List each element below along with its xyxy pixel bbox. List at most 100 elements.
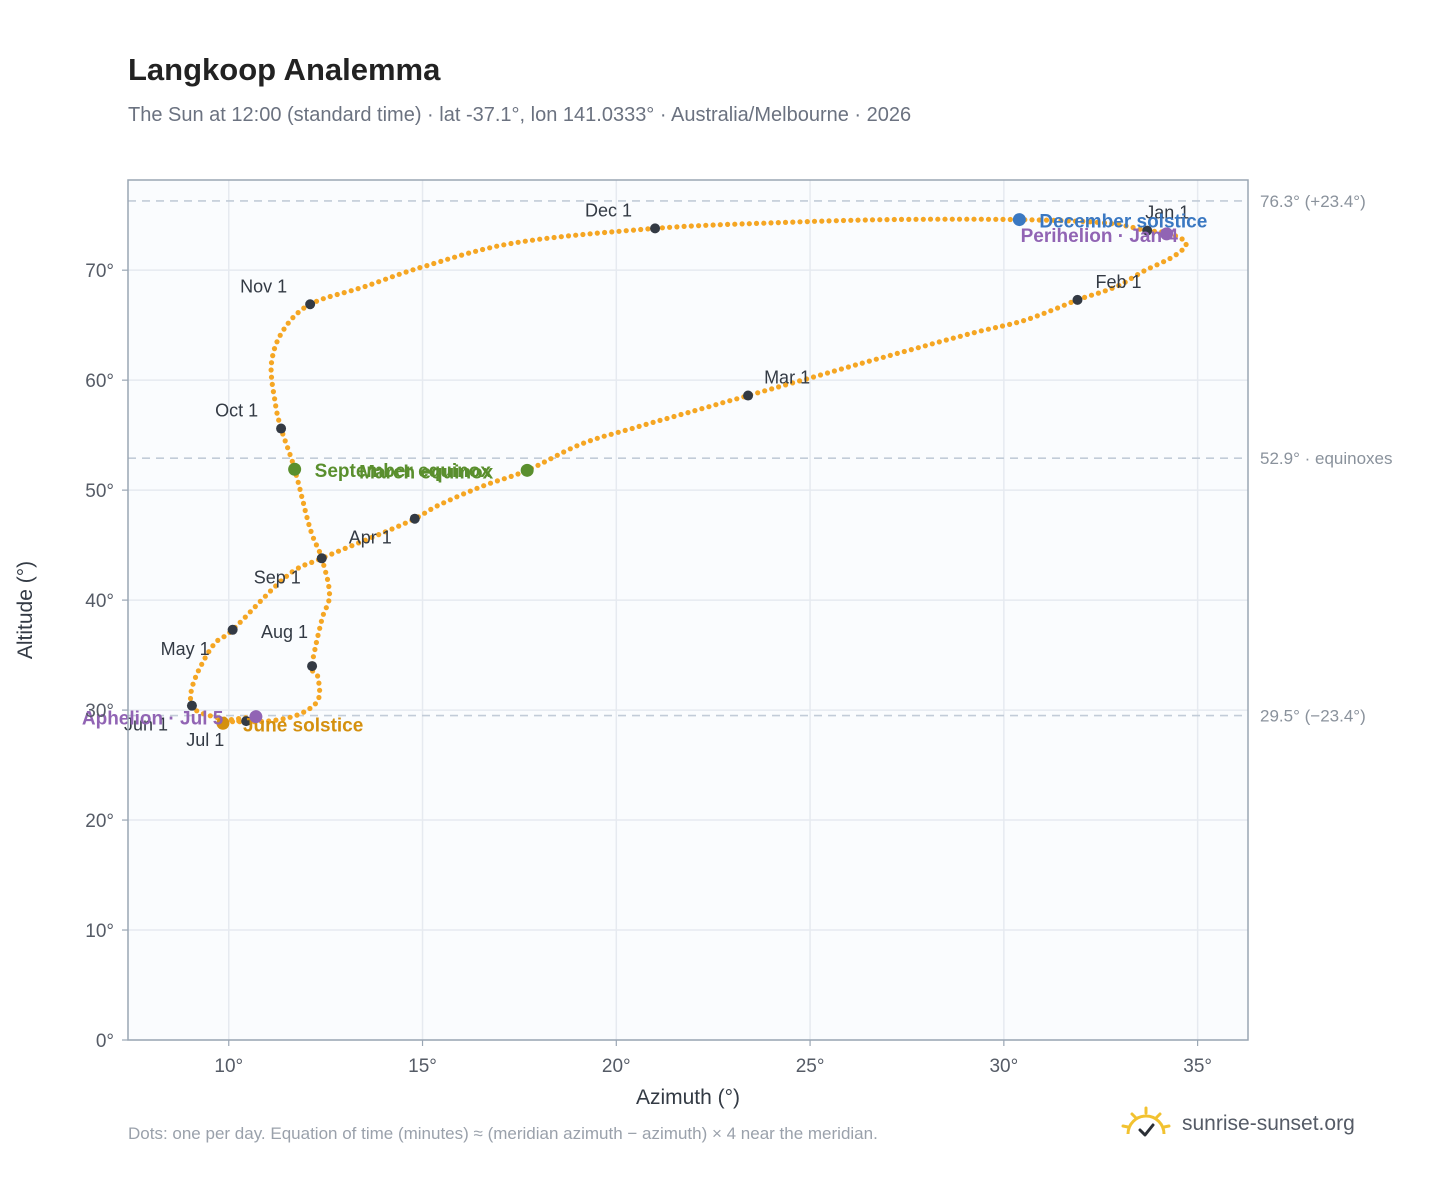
daily-dot (389, 274, 395, 280)
daily-dot (290, 315, 296, 321)
daily-dot (403, 269, 409, 275)
daily-dot (237, 619, 243, 625)
daily-dot (717, 222, 723, 228)
brand[interactable]: sunrise-sunset.org (1120, 1104, 1355, 1144)
daily-dot (1172, 233, 1179, 239)
daily-dot (335, 548, 342, 554)
daily-dot (755, 390, 761, 396)
daily-dot (487, 480, 494, 486)
daily-dot (316, 548, 322, 555)
daily-dot (880, 354, 886, 360)
daily-dot (362, 537, 368, 543)
daily-dot (441, 500, 447, 506)
daily-dot (1036, 217, 1042, 223)
daily-dot (307, 705, 313, 712)
daily-dot (308, 528, 314, 535)
daily-dot (271, 346, 278, 352)
daily-dot (1109, 285, 1115, 291)
daily-dot (734, 396, 740, 402)
daily-dot (1048, 308, 1054, 314)
daily-dot (324, 576, 331, 583)
event-marker-dot (1160, 227, 1174, 241)
daily-dot (817, 372, 824, 378)
daily-dot (262, 593, 268, 599)
daily-dot (272, 396, 278, 402)
daily-dot (1122, 279, 1128, 285)
daily-dot (210, 643, 216, 649)
daily-dot (474, 485, 480, 491)
month-marker-dot (409, 513, 420, 524)
daily-dot (1116, 282, 1122, 289)
daily-dot (1167, 255, 1173, 262)
daily-dot (287, 714, 293, 720)
daily-dot (551, 234, 557, 241)
daily-dot (1179, 247, 1185, 253)
daily-dot (732, 221, 738, 227)
event-marker-label: March equinox (359, 462, 494, 483)
daily-dot (638, 226, 644, 233)
daily-dot (195, 668, 201, 674)
daily-dot (1082, 294, 1088, 300)
daily-dot (826, 218, 832, 224)
daily-dot (936, 339, 942, 345)
daily-dot (302, 507, 308, 514)
daily-dot (797, 219, 803, 225)
daily-dot (301, 709, 307, 715)
daily-dot (567, 446, 573, 452)
daily-dot (873, 356, 879, 362)
event-marker-label: June solstice (243, 715, 363, 736)
daily-dot (688, 223, 694, 229)
daily-dot (949, 216, 955, 222)
chart-subtitle: The Sun at 12:00 (standard time) · lat -… (128, 104, 912, 126)
daily-dot (692, 408, 698, 414)
month-marker-dot (227, 624, 238, 635)
daily-dot (289, 458, 295, 464)
daily-dot (383, 276, 389, 282)
daily-dot (645, 226, 651, 232)
daily-dot (622, 427, 628, 433)
daily-dot (295, 310, 301, 316)
chart-title: Langkoop Analemma (128, 52, 441, 87)
daily-dot (810, 374, 817, 380)
daily-dot (650, 419, 656, 425)
daily-dot (703, 222, 709, 228)
daily-dot (699, 406, 705, 412)
event-marker-label: Perihelion · Jan 4 (1021, 226, 1179, 247)
daily-dots (187, 216, 1189, 725)
daily-dot (602, 229, 608, 236)
daily-dot (447, 497, 453, 503)
daily-dot (1080, 218, 1086, 224)
daily-dot (535, 462, 541, 468)
month-marker-label: May 1 (161, 639, 210, 659)
daily-dot (1061, 302, 1067, 308)
daily-dot (710, 222, 716, 228)
daily-dot (202, 655, 208, 661)
daily-dot (273, 403, 279, 409)
event-marker-dot (1012, 213, 1026, 227)
month-marker-label: Nov 1 (240, 276, 287, 296)
daily-dot (920, 216, 926, 222)
daily-dot (935, 216, 941, 222)
daily-dot (608, 431, 614, 437)
reference-line-label: 52.9° · equinoxes (1260, 449, 1393, 468)
daily-dot (283, 573, 290, 579)
daily-dot (616, 228, 622, 234)
daily-dot (417, 265, 423, 271)
daily-dot (943, 337, 949, 343)
daily-dot (565, 233, 572, 239)
daily-dot (422, 510, 428, 516)
daily-dot (317, 625, 323, 631)
brand-name[interactable]: sunrise-sunset.org (1182, 1112, 1355, 1135)
daily-dot (299, 493, 305, 499)
x-tick-label: 20° (602, 1056, 631, 1077)
daily-dot (445, 256, 451, 262)
daily-dot (376, 532, 382, 538)
month-marker-dot (743, 390, 754, 401)
daily-dot (301, 305, 307, 311)
daily-dot (287, 451, 293, 458)
daily-dot (1055, 305, 1061, 311)
month-marker-dot (650, 223, 661, 234)
daily-dot (971, 330, 977, 336)
y-tick-label: 60° (85, 371, 114, 392)
